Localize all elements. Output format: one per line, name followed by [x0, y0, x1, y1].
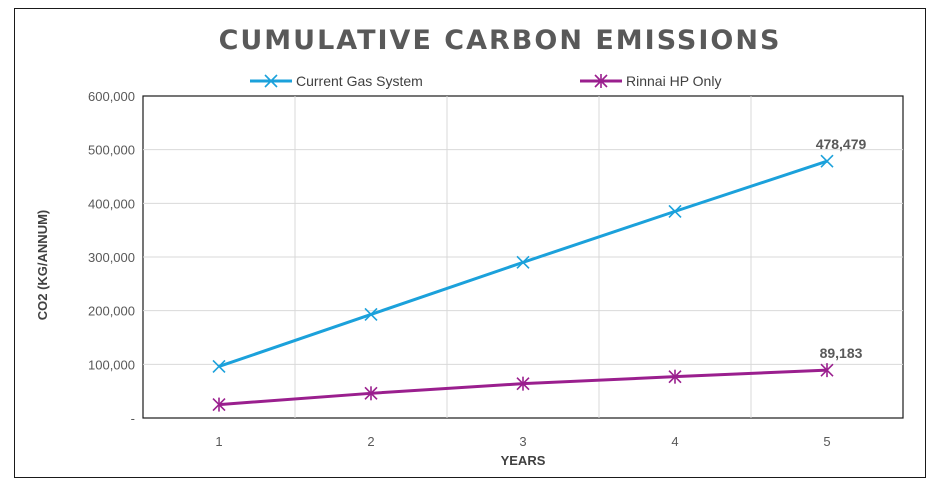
legend: Current Gas System Rinnai HP Only	[250, 73, 721, 89]
y-axis-ticks: - 100,000 200,000 300,000 400,000 500,000 600,…	[88, 89, 135, 426]
x-marker	[668, 204, 682, 218]
legend-item: Rinnai HP Only	[580, 73, 721, 89]
legend-item: Current Gas System	[250, 73, 423, 89]
chart-title: CUMULATIVE CARBON EMISSIONS	[219, 25, 782, 56]
asterisk-marker	[668, 369, 682, 384]
series-layer: 478,479 89,183	[212, 136, 867, 412]
x-tick-label: 5	[823, 434, 830, 449]
y-tick-label: 600,000	[88, 89, 135, 104]
asterisk-marker	[212, 397, 226, 412]
y-axis-title: CO2 (KG/ANNUM)	[35, 210, 50, 321]
chart-frame	[14, 8, 926, 478]
asterisk-marker	[364, 386, 378, 401]
gridlines	[143, 96, 903, 418]
data-label: 89,183	[820, 345, 863, 361]
series-current-gas-system: 478,479	[212, 136, 867, 374]
x-axis-ticks: 1 2 3 4 5	[215, 434, 830, 449]
x-tick-label: 4	[671, 434, 678, 449]
x-tick-label: 3	[519, 434, 526, 449]
x-marker	[820, 154, 834, 168]
y-tick-label: 200,000	[88, 304, 135, 319]
data-label: 478,479	[816, 136, 867, 152]
x-marker	[364, 307, 378, 321]
x-marker	[264, 74, 278, 88]
y-tick-label: 300,000	[88, 250, 135, 265]
y-tick-label: 100,000	[88, 357, 135, 372]
x-marker	[212, 359, 226, 374]
series-rinnai-hp-only: 89,183	[212, 345, 863, 412]
x-axis-title: YEARS	[501, 453, 546, 468]
asterisk-marker	[594, 74, 608, 88]
x-tick-label: 1	[215, 434, 222, 449]
y-tick-label: 400,000	[88, 196, 135, 211]
y-tick-label: 500,000	[88, 143, 135, 158]
asterisk-marker	[820, 363, 834, 378]
asterisk-marker	[516, 376, 530, 391]
series-line	[218, 159, 828, 368]
y-tick-label: -	[131, 411, 135, 426]
legend-label: Current Gas System	[296, 73, 423, 89]
x-tick-label: 2	[367, 434, 374, 449]
legend-label: Rinnai HP Only	[626, 73, 721, 89]
x-marker	[516, 255, 530, 269]
